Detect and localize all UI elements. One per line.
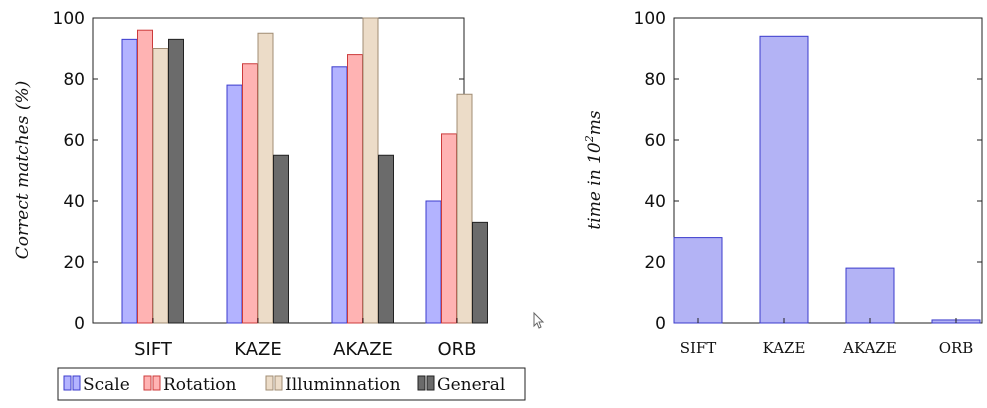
legend-swatch-general	[417, 375, 426, 391]
left-bar-illuminnation-kaze	[257, 32, 274, 324]
legend-swatch-rotation	[143, 375, 152, 391]
left-y-axis-label: Correct matches (%)	[13, 81, 33, 259]
legend-swatch-scale	[63, 375, 72, 391]
legend-label-rotation: Rotation	[163, 375, 237, 395]
legend-swatch-illuminnation	[265, 375, 274, 391]
right-bars	[673, 35, 981, 324]
left-bar-general-akaze	[378, 154, 394, 324]
right-x-tick-label: AKAZE	[842, 339, 897, 357]
right-y-label-sup: 2	[583, 135, 596, 143]
left-bar-general-sift	[168, 38, 184, 324]
left-y-tick-label: 80	[63, 70, 85, 90]
left-x-tick-label: AKAZE	[333, 339, 393, 360]
left-y-tick-label: 40	[63, 192, 85, 212]
left-bar-rotation-kaze	[242, 63, 258, 324]
right-y-axis-label: time in 102ms	[583, 110, 605, 229]
legend-swatch-general-2	[426, 375, 435, 391]
right-x-axis: SIFT KAZE AKAZE ORB	[680, 318, 974, 357]
right-y-label-main: time in 10	[585, 142, 605, 229]
mouse-cursor-icon	[533, 311, 545, 329]
right-y-tick-label: 60	[644, 131, 666, 151]
right-y-label-unit: ms	[585, 110, 605, 135]
right-bar-akaze	[845, 267, 895, 324]
right-y-tick-label: 0	[655, 314, 666, 334]
legend-label-illuminnation: Illuminnation	[285, 375, 401, 395]
legend-frame	[57, 367, 526, 401]
legend-label-scale: Scale	[83, 375, 130, 395]
right-x-tick-label: SIFT	[680, 339, 717, 357]
left-bar-scale-akaze	[331, 66, 348, 324]
legend-swatch-scale-2	[72, 375, 81, 391]
left-bar-scale-orb	[425, 200, 442, 324]
left-bars	[121, 17, 488, 324]
right-y-tick-label: 20	[644, 253, 666, 273]
legend-swatch-illuminnation-2	[274, 375, 283, 391]
right-x-tick-label: ORB	[939, 339, 974, 357]
left-bar-general-kaze	[273, 154, 289, 324]
right-chart-time: 0 20 40 60 80 100 SIFT KAZE AKAZE ORB time in 10…	[583, 9, 983, 357]
left-bar-general-orb	[472, 221, 488, 324]
right-y-axis: 0 20 40 60 80 100	[634, 9, 982, 334]
legend: Scale Rotation Illuminnation General	[57, 367, 526, 401]
legend-swatch-rotation-2	[152, 375, 161, 391]
right-y-tick-label: 100	[634, 9, 666, 29]
left-bar-rotation-akaze	[347, 54, 363, 324]
left-bar-rotation-sift	[137, 29, 153, 324]
right-bar-kaze	[759, 35, 809, 324]
left-bar-illuminnation-orb	[456, 93, 473, 324]
left-chart-correct-matches: 0 20 40 60 80 100 SIFT KAZE AKAZE ORB Correct ma…	[13, 9, 526, 401]
left-x-tick-label: SIFT	[134, 339, 173, 360]
left-bar-scale-sift	[121, 38, 138, 324]
legend-label-general: General	[437, 375, 505, 395]
left-y-tick-label: 20	[63, 253, 85, 273]
left-bar-illuminnation-sift	[152, 48, 169, 324]
right-bar-sift	[673, 237, 723, 324]
left-bar-rotation-orb	[441, 133, 457, 324]
right-x-tick-label: KAZE	[763, 339, 806, 357]
left-bar-illuminnation-akaze	[362, 17, 379, 324]
left-y-tick-label: 60	[63, 131, 85, 151]
left-x-axis: SIFT KAZE AKAZE ORB	[134, 318, 477, 360]
left-bar-scale-kaze	[226, 84, 243, 324]
right-y-tick-label: 40	[644, 192, 666, 212]
right-y-tick-label: 80	[644, 70, 666, 90]
left-y-tick-label: 100	[53, 9, 85, 29]
left-x-tick-label: ORB	[437, 339, 476, 360]
left-y-tick-label: 0	[74, 314, 85, 334]
right-plot-frame	[673, 17, 983, 324]
left-x-tick-label: KAZE	[234, 339, 282, 360]
